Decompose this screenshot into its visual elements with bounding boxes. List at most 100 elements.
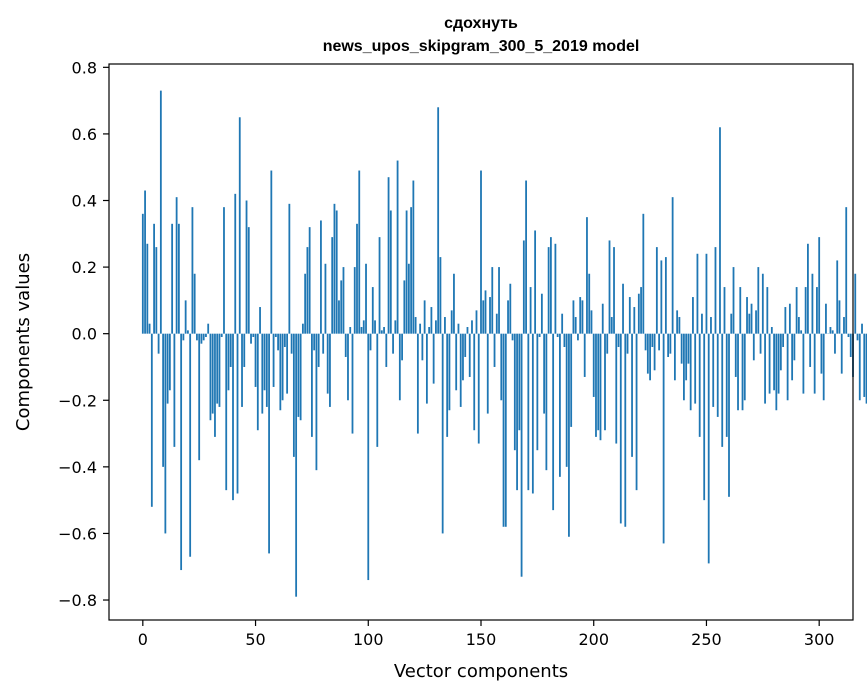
bar	[491, 267, 494, 334]
bar	[342, 267, 345, 334]
bar	[554, 243, 557, 334]
bar	[331, 237, 334, 334]
bar	[631, 333, 633, 457]
y-tick-label: −0.6	[58, 524, 97, 543]
bar	[572, 300, 575, 334]
bar	[504, 333, 507, 527]
bar	[845, 207, 848, 334]
bar	[495, 313, 498, 334]
bar	[218, 333, 221, 407]
bar	[405, 210, 408, 334]
bar	[527, 333, 530, 491]
bar	[392, 333, 394, 354]
bar	[712, 333, 715, 407]
bar	[703, 333, 706, 501]
bar	[247, 227, 250, 334]
bar	[800, 330, 803, 334]
bar	[779, 333, 782, 371]
bar	[847, 333, 850, 338]
bar	[863, 333, 866, 397]
bar	[347, 333, 349, 401]
bar	[856, 333, 859, 341]
bar	[764, 333, 766, 404]
bar	[338, 300, 340, 334]
bar	[685, 333, 688, 381]
bar	[168, 333, 171, 391]
bar	[335, 210, 338, 334]
bar	[157, 333, 160, 354]
bar	[773, 333, 775, 391]
bar	[518, 333, 521, 431]
x-axis-ticks: 0 50 100 150 200 250 300	[138, 620, 835, 649]
x-tick-label: 150	[466, 630, 497, 649]
bar	[378, 237, 381, 334]
y-tick-label: −0.2	[58, 391, 97, 410]
bar	[655, 247, 658, 334]
bar	[410, 207, 413, 334]
bar	[653, 333, 656, 371]
bar	[577, 333, 579, 341]
bar	[788, 303, 791, 334]
bar	[439, 257, 442, 334]
bar	[241, 333, 243, 407]
bar	[757, 267, 760, 334]
bar	[367, 333, 370, 581]
bar	[617, 333, 620, 347]
bar	[191, 207, 194, 334]
bar	[437, 107, 440, 334]
bar	[459, 333, 462, 407]
bar	[387, 177, 390, 334]
bar	[416, 333, 419, 434]
bar	[507, 300, 509, 334]
bar	[290, 333, 293, 354]
bar	[843, 317, 845, 334]
x-tick-label: 300	[804, 630, 835, 649]
bar	[236, 333, 239, 494]
bar	[667, 333, 670, 357]
bar	[175, 197, 178, 334]
bar	[308, 227, 311, 334]
bar	[177, 223, 180, 334]
bar	[441, 333, 444, 534]
bar	[529, 287, 532, 334]
bar	[705, 253, 708, 334]
bar	[840, 333, 843, 374]
bar	[804, 287, 807, 334]
bar	[232, 333, 234, 501]
bar	[849, 333, 852, 357]
bar	[563, 333, 566, 347]
bar	[187, 330, 189, 334]
bar	[714, 247, 717, 334]
bar	[148, 323, 151, 334]
bar	[205, 333, 207, 338]
bar	[419, 323, 422, 334]
bar	[574, 317, 577, 334]
bar	[351, 333, 354, 434]
bar	[385, 333, 388, 367]
bar	[761, 273, 764, 334]
bar	[658, 333, 661, 351]
bar	[360, 327, 363, 334]
bar	[759, 333, 762, 354]
bar	[477, 333, 480, 444]
bar	[322, 333, 325, 354]
bar	[725, 333, 728, 437]
bar	[259, 307, 261, 334]
bar	[861, 323, 863, 334]
bar	[752, 333, 755, 361]
bar	[141, 213, 144, 334]
bar	[732, 267, 735, 334]
bar	[211, 333, 214, 414]
bar	[581, 300, 584, 334]
bar	[502, 333, 505, 527]
bar	[202, 333, 205, 341]
bar	[547, 247, 550, 334]
bar	[306, 247, 309, 334]
bar	[254, 333, 257, 387]
bar	[371, 287, 374, 334]
bar	[651, 333, 654, 347]
bar	[214, 333, 216, 437]
x-tick-label: 50	[245, 630, 265, 649]
bar	[455, 333, 458, 391]
